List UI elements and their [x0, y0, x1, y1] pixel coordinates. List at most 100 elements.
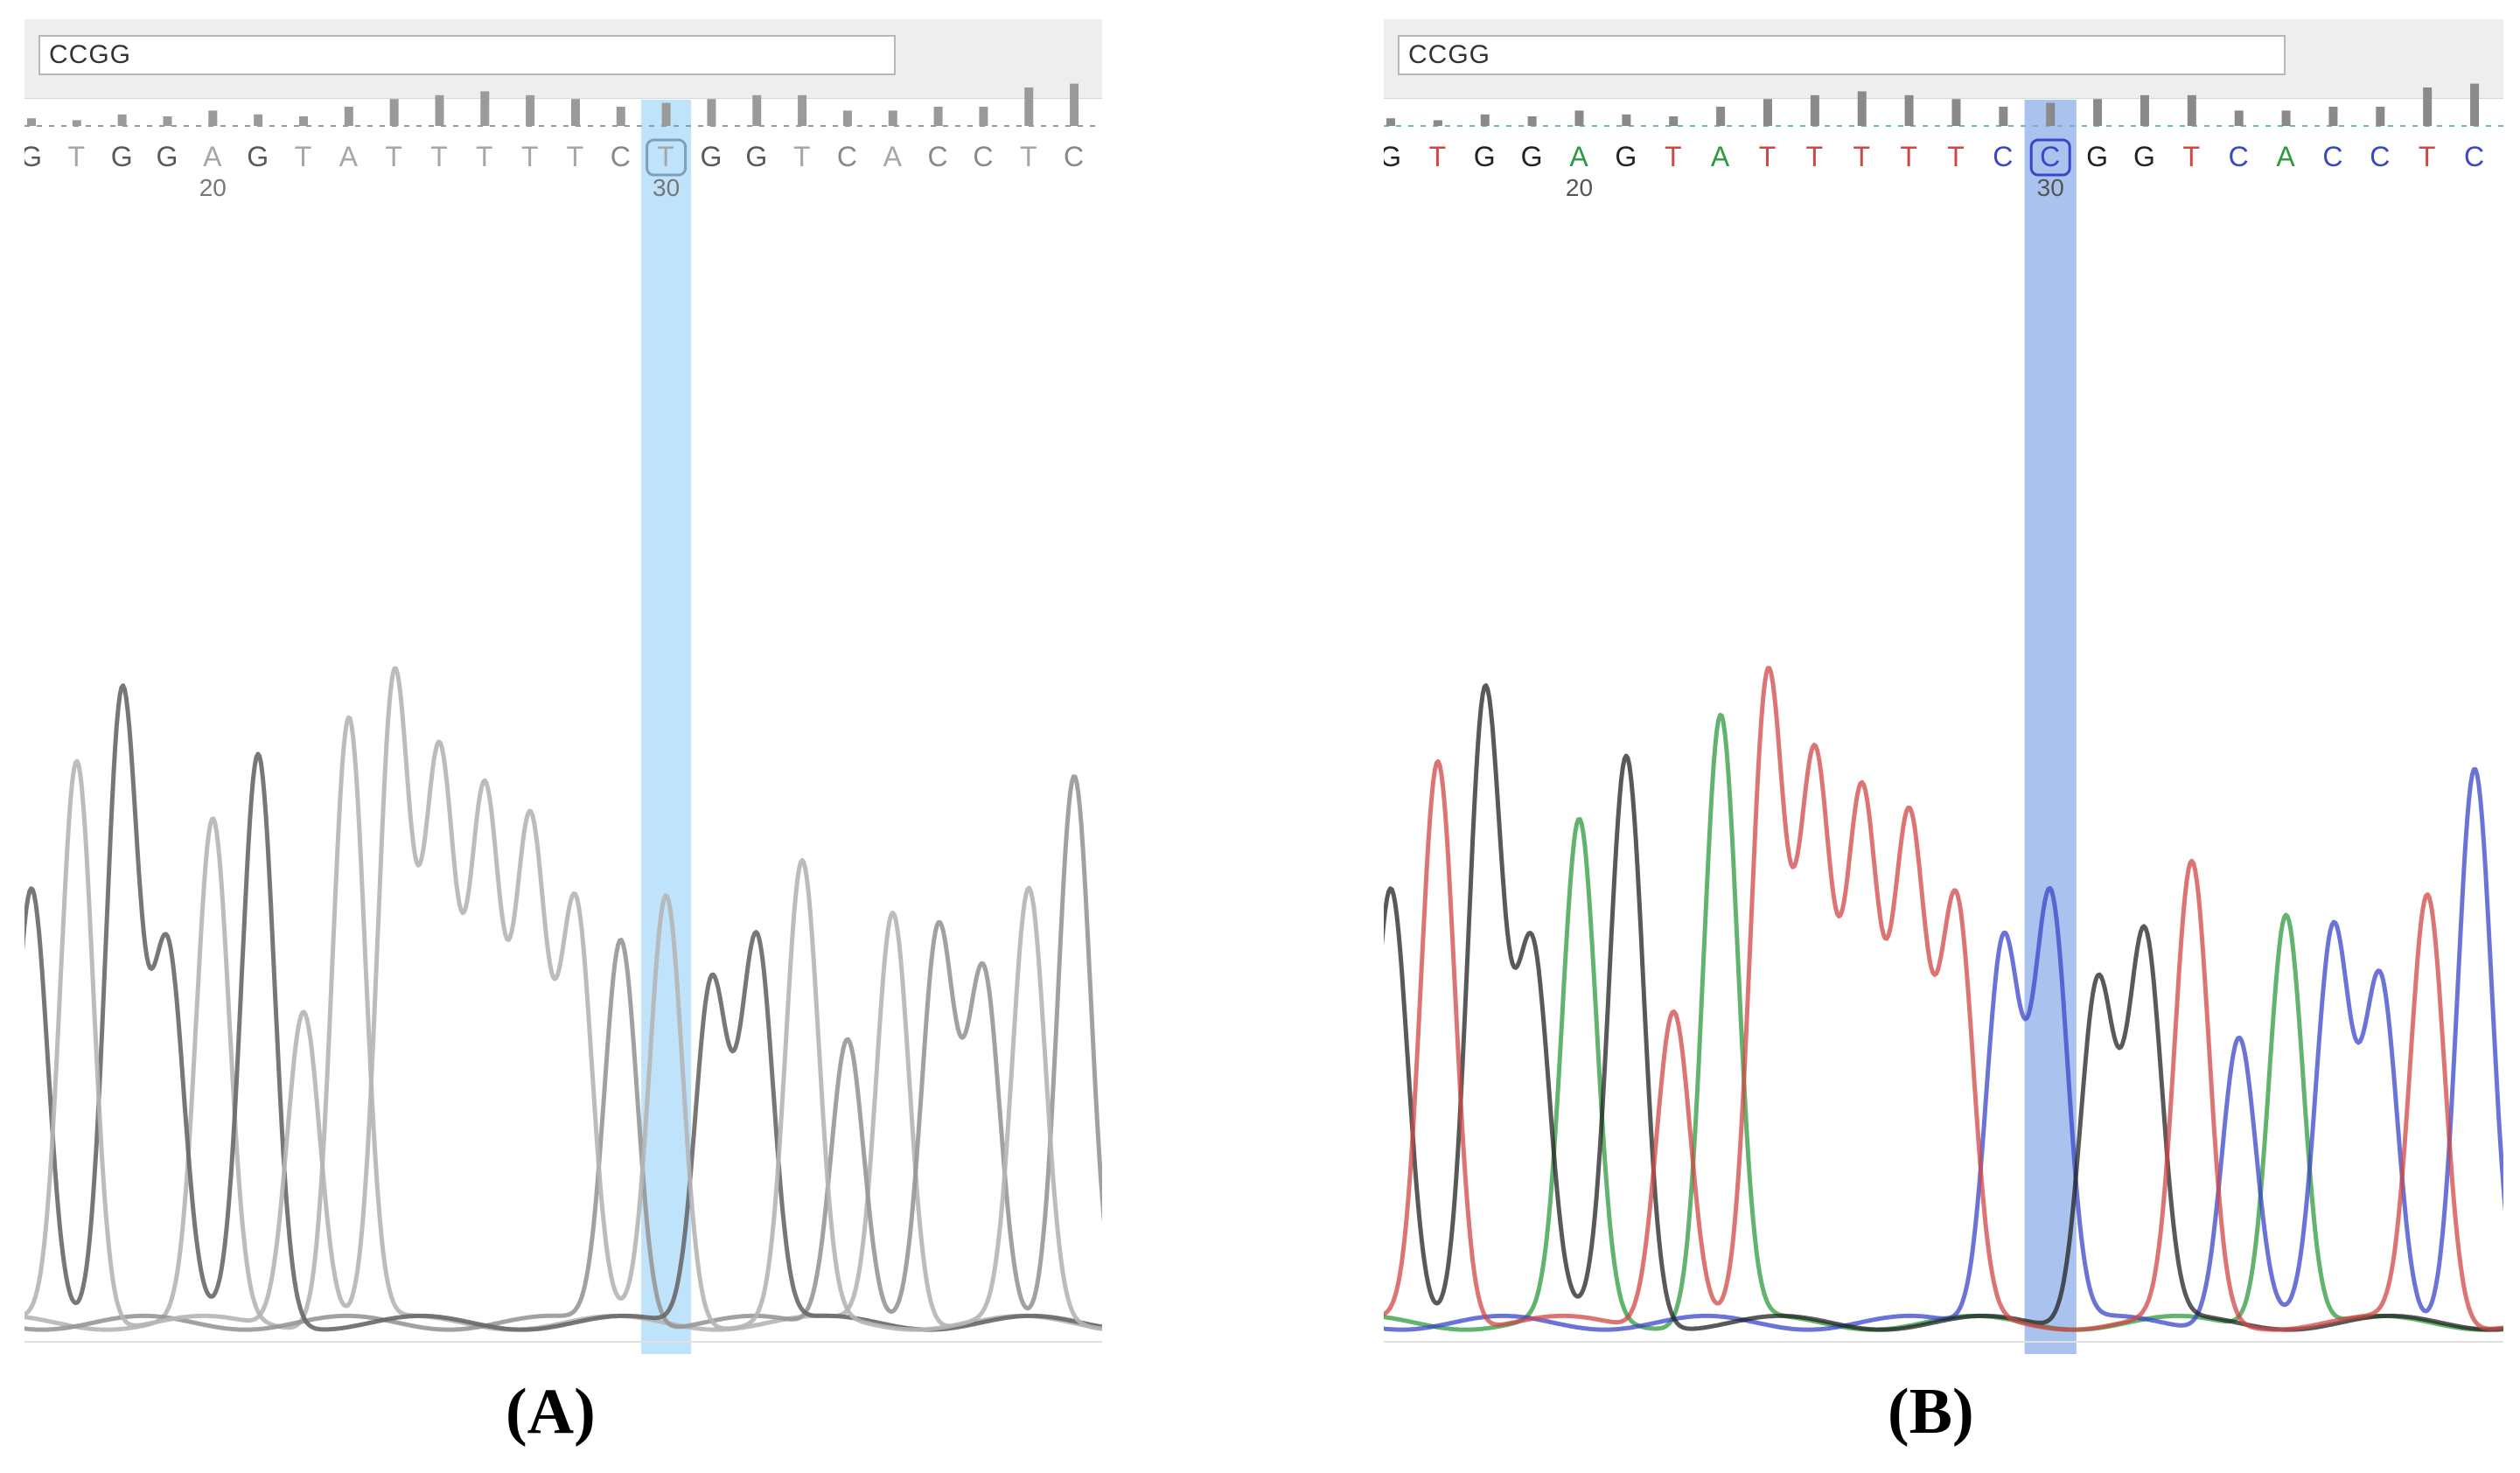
- base-call: C: [2322, 141, 2343, 172]
- base-call: G: [1615, 141, 1637, 172]
- toolbar: [1384, 19, 2503, 99]
- quality-bar: [1716, 107, 1726, 126]
- highlight-column: [641, 100, 692, 1354]
- quality-bar: [1574, 110, 1584, 126]
- base-call: C: [611, 141, 632, 172]
- base-call: T: [1665, 141, 1683, 172]
- quality-bar: [163, 116, 172, 126]
- base-call: T: [2183, 141, 2202, 172]
- base-call: C: [837, 141, 858, 172]
- base-call: C: [2040, 141, 2061, 172]
- trace-t: [1384, 666, 2503, 1332]
- sequence-search-input[interactable]: [1398, 35, 2286, 75]
- quality-bar: [616, 107, 625, 126]
- selected-base-box: [2029, 138, 2071, 177]
- base-call: T: [430, 141, 449, 172]
- quality-bar: [1024, 87, 1034, 126]
- quality-bar: [2234, 110, 2244, 126]
- base-call: G: [157, 141, 179, 172]
- base-call: G: [701, 141, 723, 172]
- base-call: G: [1474, 141, 1497, 172]
- quality-bar: [933, 107, 943, 126]
- base-call: T: [1429, 141, 1448, 172]
- quality-bar: [1669, 116, 1679, 126]
- base-call: T: [1853, 141, 1871, 172]
- position-label: 30: [2037, 174, 2064, 201]
- base-call: T: [1900, 141, 1918, 172]
- quality-bar: [72, 120, 81, 126]
- trace-g: [1384, 683, 2503, 1332]
- trace-c: [24, 774, 1102, 1332]
- base-call: T: [1947, 141, 1965, 172]
- quality-bar: [1763, 99, 1772, 126]
- quality-bar: [2187, 94, 2196, 126]
- quality-bar: [254, 114, 263, 126]
- quality-bar: [570, 99, 580, 126]
- base-call: A: [203, 141, 222, 172]
- base-call: T: [1759, 141, 1777, 172]
- base-call: G: [2133, 141, 2156, 172]
- position-label: 20: [1566, 174, 1593, 201]
- position-label: 30: [653, 174, 680, 201]
- base-call: T: [385, 141, 403, 172]
- quality-bar: [842, 110, 852, 126]
- trace-c: [1384, 767, 2503, 1332]
- quality-bar: [888, 110, 897, 126]
- base-call: A: [2276, 141, 2295, 172]
- quality-bar: [1857, 91, 1867, 126]
- quality-bar: [480, 91, 490, 126]
- base-call: C: [2464, 141, 2485, 172]
- highlight-column: [2024, 100, 2077, 1354]
- quality-bar: [298, 116, 308, 126]
- quality-bar: [389, 99, 399, 126]
- base-call: T: [657, 141, 675, 172]
- base-call: C: [973, 141, 994, 172]
- base-call: A: [1569, 141, 1588, 172]
- quality-bar: [798, 94, 807, 126]
- quality-bar: [2328, 107, 2338, 126]
- quality-bar: [2470, 83, 2480, 126]
- position-label: 20: [199, 174, 227, 201]
- quality-bar: [2281, 110, 2291, 126]
- toolbar: [24, 19, 1102, 99]
- quality-bar: [344, 107, 353, 126]
- sequence-search-input[interactable]: [38, 35, 896, 75]
- panel-label-b: (B): [1888, 1376, 1974, 1448]
- base-call: G: [24, 141, 43, 172]
- base-call: T: [567, 141, 585, 172]
- quality-bar: [1070, 83, 1079, 126]
- quality-bar: [2093, 99, 2103, 126]
- trace-a: [1384, 712, 2503, 1332]
- base-call: G: [2086, 141, 2109, 172]
- base-call: G: [111, 141, 134, 172]
- quality-bar: [526, 94, 535, 126]
- chromatogram-trace: G T G G A G T A T T T T T C T G G T C A C C T C20 30: [24, 83, 1102, 1354]
- base-call: A: [1711, 141, 1730, 172]
- base-call: C: [2229, 141, 2250, 172]
- quality-bar: [1386, 118, 1395, 126]
- base-call: T: [1806, 141, 1825, 172]
- quality-bar: [1433, 120, 1442, 126]
- base-call: C: [928, 141, 949, 172]
- quality-bar: [2046, 102, 2056, 126]
- base-call: C: [1064, 141, 1085, 172]
- quality-bar: [1951, 99, 1961, 126]
- base-call: G: [1521, 141, 1544, 172]
- quality-bar: [2140, 94, 2149, 126]
- base-call: T: [521, 141, 540, 172]
- chromatogram-trace: G T G G A G T A T T T T T C C G G T C A C C T C20 30: [1384, 83, 2503, 1354]
- quality-bar: [1527, 116, 1537, 126]
- quality-bar: [2423, 87, 2433, 126]
- quality-bar: [661, 102, 671, 126]
- base-call: C: [2370, 141, 2391, 172]
- quality-bar: [707, 99, 716, 126]
- base-call: G: [745, 141, 768, 172]
- panel-label-a: (A): [506, 1376, 596, 1448]
- base-call: T: [1020, 141, 1038, 172]
- base-call: A: [339, 141, 359, 172]
- quality-bar: [1810, 94, 1819, 126]
- base-call: G: [247, 141, 269, 172]
- base-call: T: [793, 141, 812, 172]
